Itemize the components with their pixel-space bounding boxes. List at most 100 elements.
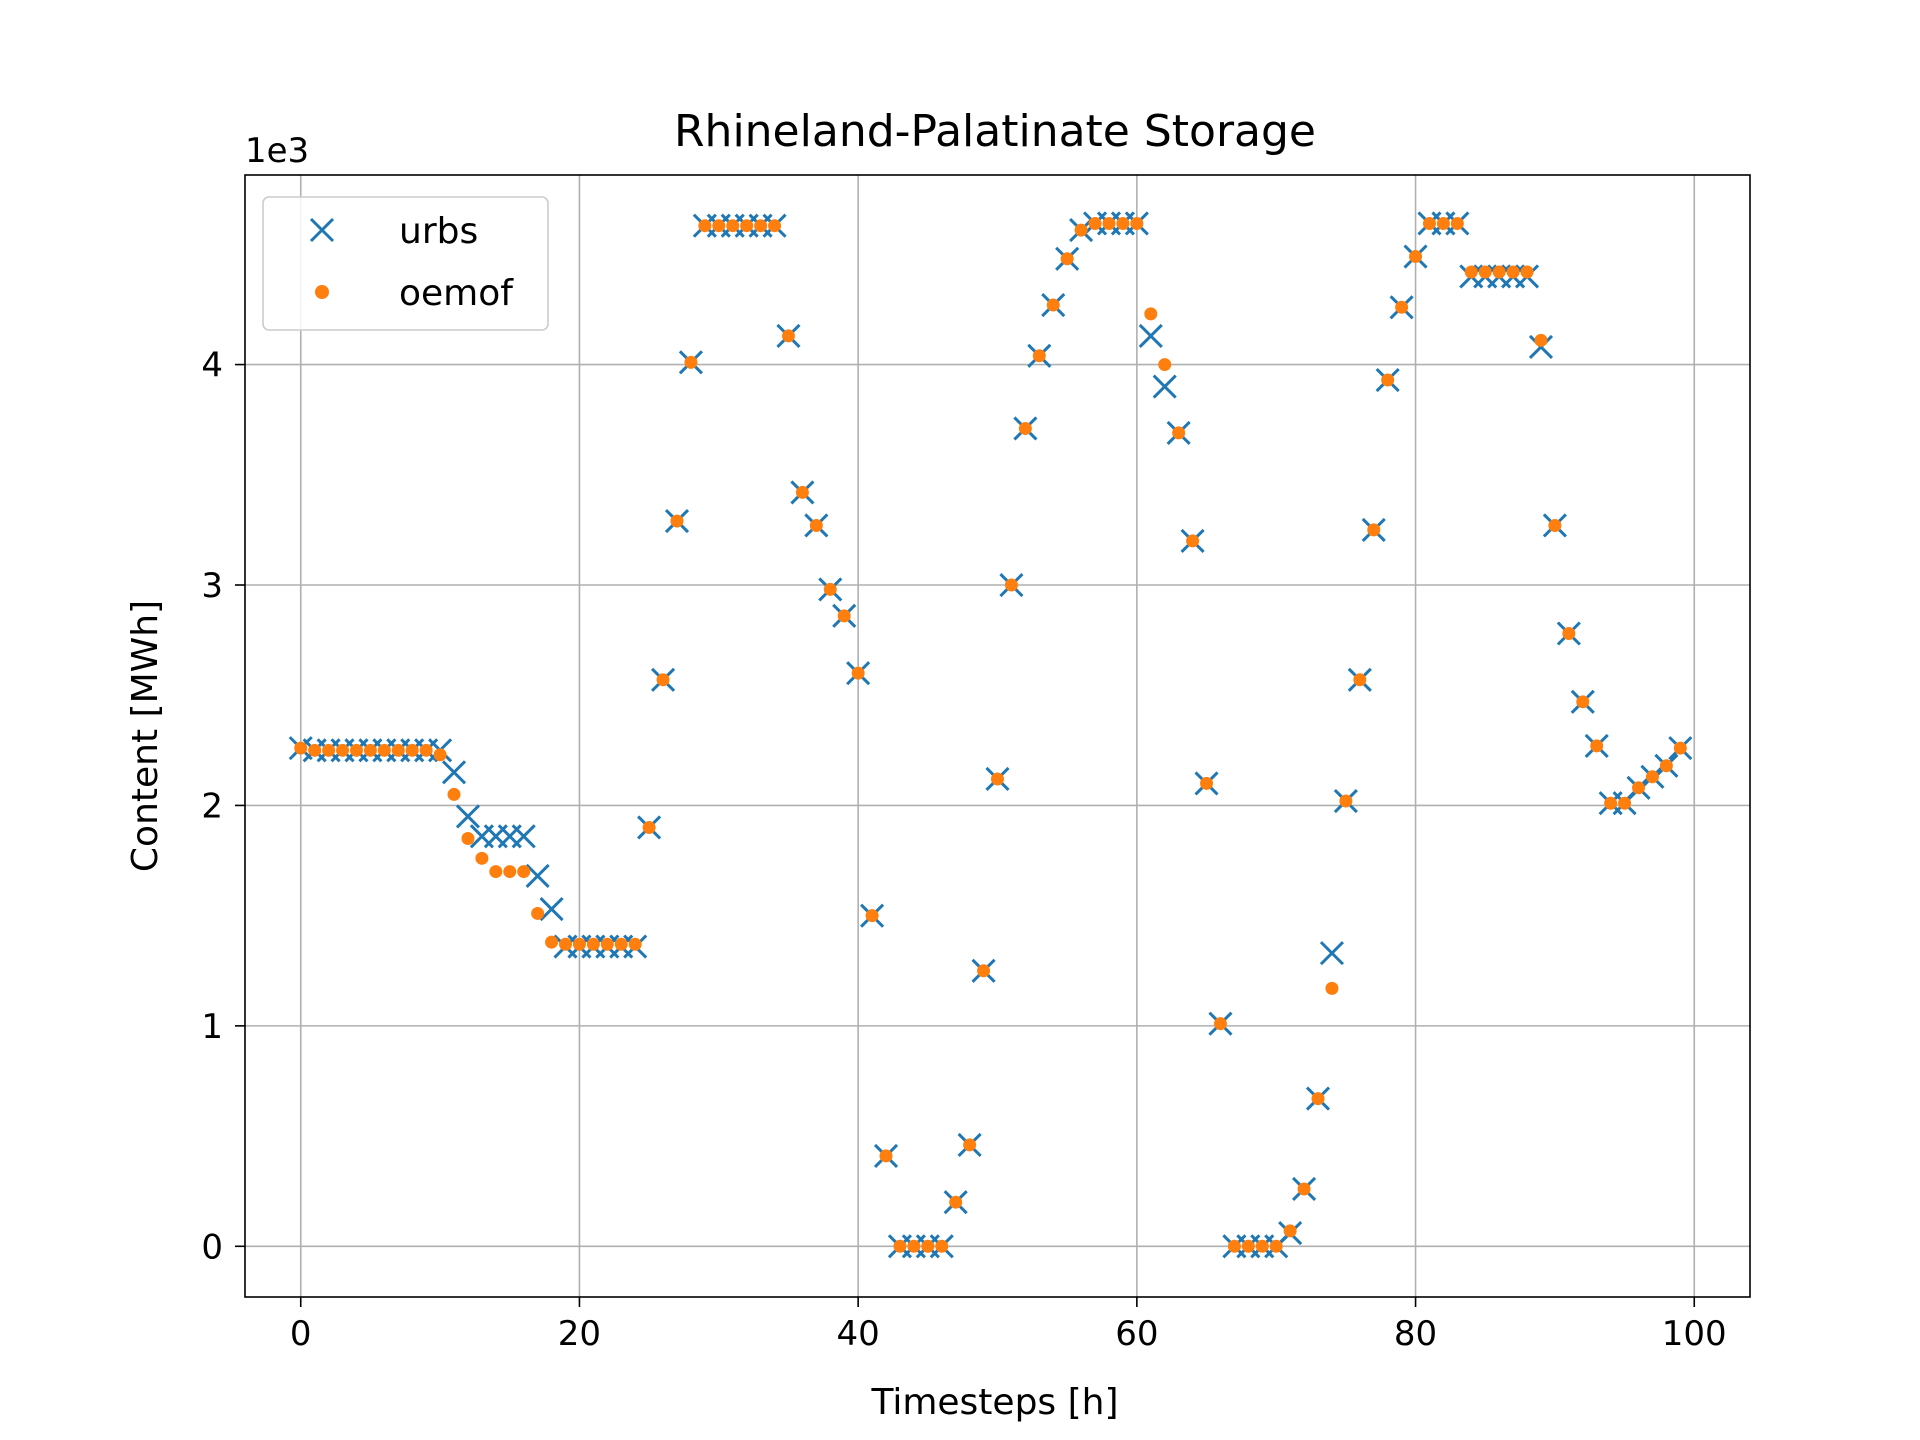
point-oemof	[433, 748, 447, 762]
x-axis-label: Timesteps [h]	[870, 1382, 1118, 1423]
point-oemof	[1618, 796, 1632, 810]
y-tick-label: 2	[201, 786, 223, 826]
point-oemof	[1018, 421, 1032, 435]
y-tick-label: 3	[201, 566, 223, 606]
point-oemof	[1241, 1239, 1255, 1253]
point-oemof	[809, 518, 823, 532]
point-oemof	[1269, 1239, 1283, 1253]
point-oemof	[1032, 349, 1046, 363]
point-oemof	[1130, 216, 1144, 230]
point-oemof	[656, 673, 670, 687]
x-tick-label: 20	[558, 1314, 601, 1354]
point-oemof	[754, 219, 768, 233]
legend: urbs oemof	[262, 196, 549, 331]
point-urbs	[525, 863, 550, 889]
point-oemof	[1548, 518, 1562, 532]
point-oemof	[308, 743, 322, 757]
point-oemof	[1046, 298, 1060, 312]
point-oemof	[879, 1149, 893, 1163]
point-oemof	[1325, 981, 1339, 995]
legend-label-oemof: oemof	[399, 273, 514, 314]
point-oemof	[1186, 534, 1200, 548]
point-oemof	[1604, 796, 1618, 810]
point-oemof	[419, 743, 433, 757]
point-oemof	[991, 772, 1004, 786]
legend-marker-oemof	[315, 285, 329, 299]
point-oemof	[963, 1138, 977, 1152]
point-oemof	[865, 909, 879, 923]
x-tick-label: 100	[1662, 1314, 1727, 1354]
point-oemof	[740, 219, 754, 233]
x-tick-label: 60	[1115, 1314, 1158, 1354]
point-oemof	[1409, 250, 1423, 264]
point-oemof	[322, 743, 336, 757]
point-oemof	[1645, 770, 1659, 784]
point-oemof	[1144, 307, 1158, 321]
point-oemof	[977, 964, 991, 978]
point-oemof	[614, 937, 628, 951]
point-oemof	[336, 743, 350, 757]
point-oemof	[503, 865, 517, 879]
point-oemof	[447, 787, 461, 801]
point-oemof	[1102, 216, 1116, 230]
point-oemof	[698, 219, 712, 233]
point-urbs	[1152, 374, 1177, 399]
point-urbs	[455, 804, 481, 829]
point-oemof	[1283, 1224, 1297, 1238]
point-oemof	[1060, 252, 1074, 266]
point-oemof	[851, 666, 865, 680]
point-oemof	[1297, 1182, 1311, 1196]
point-oemof	[1520, 265, 1534, 279]
point-oemof	[1381, 373, 1395, 387]
point-oemof	[1562, 626, 1576, 640]
point-oemof	[1339, 794, 1353, 808]
point-urbs	[1138, 323, 1163, 348]
point-oemof	[1464, 265, 1478, 279]
point-oemof	[935, 1239, 949, 1253]
point-oemof	[572, 937, 586, 951]
point-oemof	[1450, 216, 1464, 230]
legend-box	[262, 196, 549, 331]
point-oemof	[1255, 1239, 1269, 1253]
series-oemof	[294, 216, 1687, 1253]
point-oemof	[1353, 673, 1367, 687]
point-oemof	[1158, 358, 1172, 372]
point-urbs	[539, 896, 564, 922]
point-oemof	[1200, 776, 1214, 790]
point-oemof	[405, 743, 419, 757]
point-oemof	[1227, 1239, 1241, 1253]
point-oemof	[517, 865, 531, 879]
point-oemof	[1088, 216, 1102, 230]
point-urbs	[441, 760, 467, 785]
point-oemof	[1506, 265, 1520, 279]
point-oemof	[949, 1195, 963, 1209]
point-oemof	[670, 514, 684, 528]
point-oemof	[600, 937, 614, 951]
point-oemof	[781, 329, 795, 343]
point-oemof	[795, 485, 809, 499]
point-oemof	[1213, 1017, 1227, 1031]
point-oemof	[712, 219, 726, 233]
grid	[245, 175, 1750, 1297]
data-marks	[288, 211, 1693, 1259]
point-oemof	[1673, 741, 1687, 755]
point-oemof	[559, 937, 573, 951]
point-oemof	[294, 741, 308, 755]
point-oemof	[1534, 333, 1548, 347]
y-tick-label: 4	[201, 346, 223, 386]
point-oemof	[726, 219, 740, 233]
x-tick-label: 40	[837, 1314, 880, 1354]
point-oemof	[823, 582, 837, 596]
y-axis-label: Content [MWh]	[125, 600, 166, 872]
point-oemof	[586, 937, 600, 951]
point-oemof	[1590, 739, 1604, 753]
point-oemof	[1074, 223, 1088, 237]
axis-ticks: 0 20 40 60 80 100 0 1 2 3 4	[201, 346, 1726, 1354]
y-offset-text: 1e3	[245, 131, 309, 171]
point-oemof	[1172, 426, 1186, 440]
point-oemof	[545, 935, 559, 949]
point-oemof	[461, 832, 475, 846]
plot-area	[245, 175, 1750, 1297]
legend-marker-urbs	[309, 217, 335, 243]
